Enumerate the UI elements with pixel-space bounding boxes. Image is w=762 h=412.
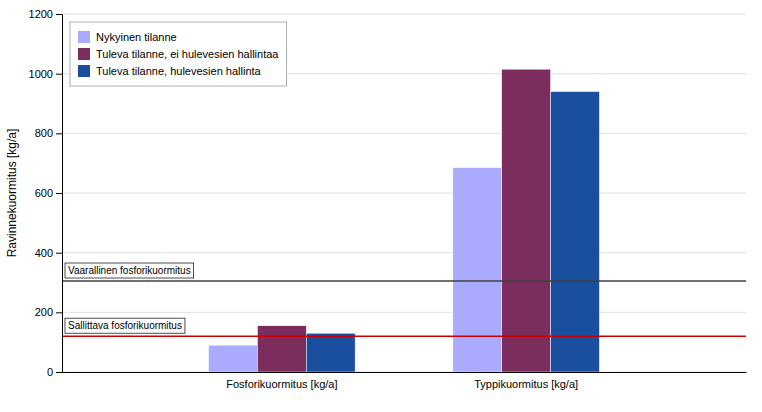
bar — [209, 345, 258, 372]
y-tick-label: 200 — [35, 306, 53, 318]
y-tick-mark — [56, 74, 62, 75]
grid-line — [62, 14, 746, 15]
legend-label: Tuleva tilanne, ei hulevesien hallintaa — [96, 48, 279, 60]
y-tick: 1000 — [29, 68, 62, 80]
legend-box — [70, 22, 286, 86]
y-tick-mark — [56, 253, 62, 254]
legend-item: Nykyinen tilanne — [78, 31, 177, 43]
y-tick-mark — [56, 133, 62, 134]
y-tick-label: 1200 — [29, 8, 53, 20]
legend-item: Tuleva tilanne, ei hulevesien hallintaa — [78, 48, 279, 60]
grid-line — [62, 133, 746, 134]
grid-line — [62, 312, 746, 313]
annotation-box — [65, 263, 194, 278]
annotations: Vaarallinen fosforikuormitus Sallittava f… — [65, 263, 194, 333]
bar — [257, 326, 306, 372]
x-axis: Fosforikuormitus [kg/a] Typpikuormitus [k… — [63, 373, 747, 390]
annotation-box — [65, 318, 185, 333]
annotation: Sallittava fosforikuormitus — [65, 318, 185, 333]
y-tick-mark — [56, 372, 62, 373]
y-tick: 400 — [35, 247, 62, 259]
y-tick: 600 — [35, 187, 62, 199]
legend-swatch — [78, 48, 90, 60]
bar — [306, 333, 355, 372]
x-tick: Fosforikuormitus [kg/a] — [226, 378, 337, 390]
grid — [62, 14, 746, 372]
y-tick-mark — [56, 312, 62, 313]
y-axis-line — [56, 15, 63, 373]
grid-line — [62, 252, 746, 253]
annotation-label: Sallittava fosforikuormitus — [68, 320, 182, 331]
annotation: Vaarallinen fosforikuormitus — [65, 263, 194, 278]
y-tick-label: 0 — [47, 366, 53, 378]
bar — [453, 168, 502, 372]
y-tick: 1200 — [29, 8, 62, 20]
legend-swatch — [78, 65, 90, 77]
chart: 0 200 400 600 800 1000 1200 Fosforikuormitus [k… — [0, 0, 762, 412]
y-tick: 0 — [47, 366, 62, 378]
grid-line — [62, 372, 746, 373]
y-tick: 800 — [35, 127, 62, 139]
reference-line — [62, 280, 746, 282]
x-axis-line — [63, 372, 747, 373]
y-tick-label: 600 — [35, 187, 53, 199]
y-tick-label: 400 — [35, 247, 53, 259]
y-tick-label: 800 — [35, 127, 53, 139]
y-tick: 200 — [35, 306, 62, 318]
x-tick-label: Fosforikuormitus [kg/a] — [226, 378, 337, 390]
legend-item: Tuleva tilanne, hulevesien hallinta — [78, 65, 262, 77]
legend-label: Nykyinen tilanne — [96, 31, 177, 43]
legend: Nykyinen tilanne Tuleva tilanne, ei hulev… — [70, 22, 286, 86]
y-axis: 0 200 400 600 800 1000 1200 — [29, 8, 63, 378]
legend-swatch — [78, 31, 90, 43]
annotation-label: Vaarallinen fosforikuormitus — [68, 265, 191, 276]
x-tick: Typpikuormitus [kg/a] — [474, 378, 578, 390]
bar — [551, 92, 600, 372]
reference-line — [62, 335, 746, 337]
y-axis-title: Ravinnekuormitus [kg/a] — [5, 129, 19, 258]
legend-label: Tuleva tilanne, hulevesien hallinta — [96, 65, 262, 77]
x-tick-label: Typpikuormitus [kg/a] — [474, 378, 578, 390]
bar — [502, 69, 551, 372]
plot: 0 200 400 600 800 1000 1200 Fosforikuormitus [k… — [5, 8, 747, 390]
y-tick-label: 1000 — [29, 68, 53, 80]
y-tick-mark — [56, 193, 62, 194]
marks — [62, 69, 746, 372]
grid-line — [62, 193, 746, 194]
y-tick-mark — [56, 14, 62, 15]
